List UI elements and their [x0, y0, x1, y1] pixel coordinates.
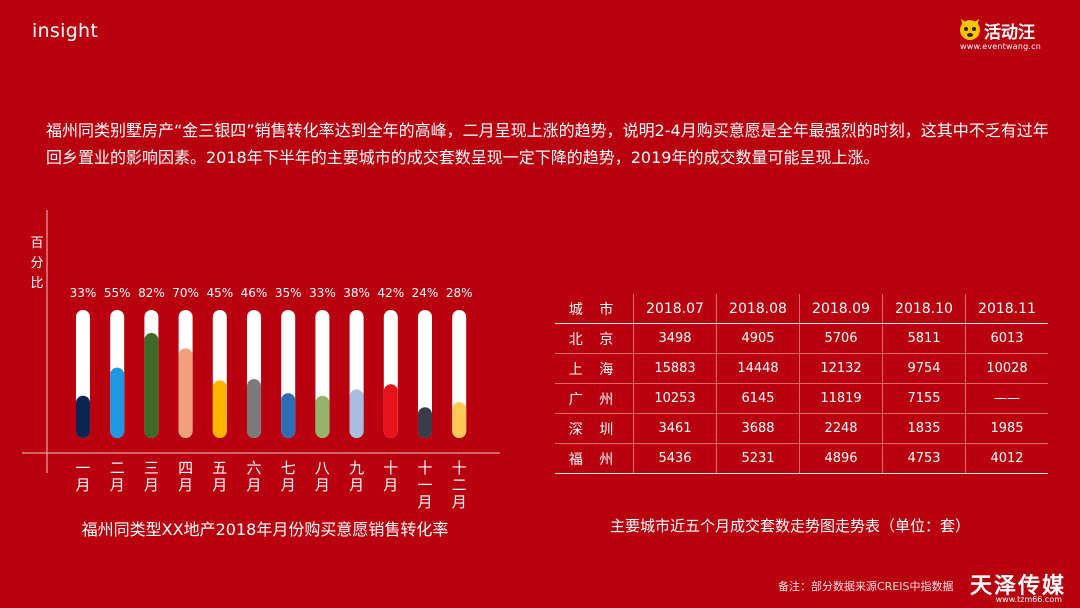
table-cell: —— — [965, 383, 1048, 414]
table-cell: 5811 — [882, 323, 966, 354]
x-tick-label: 二月 — [110, 459, 125, 494]
table-cell: 上 海 — [555, 353, 634, 384]
table-row: 深 圳 3461 3688 2248 1835 1985 — [555, 413, 1048, 444]
x-tick-label: 六月 — [246, 459, 261, 494]
footnote: 备注：部分数据来源CREIS中指数据 — [778, 580, 954, 593]
table-header-row: 城 市 2018.07 2018.08 2018.09 2018.10 2018.11 — [555, 294, 1048, 324]
bar — [76, 395, 90, 438]
table-cell: 4905 — [716, 323, 800, 354]
summary-paragraph: 福州同类别墅房产“金三银四”销售转化率达到全年的高峰，二月呈现上涨的趋势，说明2… — [46, 121, 1049, 167]
bar-value-label: 42% — [377, 286, 404, 300]
bar — [383, 384, 398, 438]
table-cell: 3461 — [633, 413, 717, 444]
table-cell: 1835 — [882, 413, 966, 444]
table-row: 上 海 15883 14448 12132 9754 10028 — [555, 353, 1048, 384]
bar — [144, 333, 159, 438]
x-tick-label: 十月 — [383, 459, 398, 494]
table-cell: 4012 — [965, 443, 1048, 474]
watermark: 天泽传媒 www.tzm66.com — [926, 568, 1066, 606]
brand-logo: 活动汪 www.eventwang.cn — [958, 14, 1058, 54]
x-tick-label: 三月 — [144, 459, 159, 494]
monthly-conversion-chart: 33% 一月 55% 二月 82% 三月 70% 四月 45% 五月 46% 六月 35% 七月 33% 八月… — [22, 210, 500, 511]
table-row: 福 州 5436 5231 4896 4753 4012 — [555, 443, 1048, 474]
table-cell: 2248 — [799, 413, 883, 444]
bar — [212, 380, 227, 438]
bar — [452, 402, 467, 438]
city-sales-table: 城 市 2018.07 2018.08 2018.09 2018.10 2018.11 北… — [555, 294, 1048, 474]
slide-label: insight — [32, 20, 99, 42]
table-header-cell: 2018.11 — [965, 294, 1048, 324]
table-cell: 9754 — [882, 353, 966, 384]
chart-ylabel: 百分比 — [30, 236, 44, 291]
table-header-cell: 2018.09 — [799, 294, 883, 324]
bar-value-label: 82% — [138, 286, 165, 300]
table-cell: 北 京 — [555, 323, 634, 354]
bar-track — [418, 310, 432, 438]
table-cell: 3688 — [716, 413, 800, 444]
table-cell: 6013 — [965, 323, 1048, 354]
table-cell: 5231 — [716, 443, 800, 474]
x-tick-label: 五月 — [212, 459, 227, 494]
bar-value-label: 24% — [412, 286, 439, 300]
table-cell: 5706 — [799, 323, 883, 354]
table-cell: 14448 — [716, 353, 800, 384]
dog-mascot-icon — [960, 19, 980, 40]
watermark-url: www.tzm66.com — [995, 595, 1062, 604]
x-tick-label: 九月 — [349, 459, 364, 494]
table-cell: 深 圳 — [555, 413, 634, 444]
table-header-cell: 2018.07 — [633, 294, 717, 324]
bar-value-label: 45% — [206, 286, 233, 300]
table-cell: 10253 — [633, 383, 717, 414]
bar-value-label: 35% — [275, 286, 302, 300]
bar — [418, 407, 432, 438]
x-tick-label: 八月 — [315, 459, 330, 494]
table-cell: 4896 — [799, 443, 883, 474]
table-cell: 4753 — [882, 443, 966, 474]
table-cell: 11819 — [799, 383, 883, 414]
table-cell: 5436 — [633, 443, 717, 474]
table-cell: 12132 — [799, 353, 883, 384]
table-cell: 6145 — [716, 383, 800, 414]
x-tick-label: 十二月 — [452, 459, 467, 511]
table-header-cell: 城 市 — [555, 294, 634, 324]
x-tick-label: 一月 — [75, 459, 90, 494]
bar — [110, 367, 125, 438]
table-cell: 1985 — [965, 413, 1048, 444]
x-tick-label: 七月 — [281, 459, 296, 494]
bar-value-label: 33% — [70, 286, 97, 300]
table-cell: 3498 — [633, 323, 717, 354]
table-row: 北 京 3498 4905 5706 5811 6013 — [555, 323, 1048, 354]
table-header-cell: 2018.08 — [716, 294, 800, 324]
bar-value-label: 33% — [309, 286, 336, 300]
bar — [349, 389, 364, 438]
bar — [315, 395, 330, 438]
bar — [281, 393, 296, 438]
watermark-name: 天泽传媒 — [969, 574, 1066, 599]
table-header-cell: 2018.10 — [882, 294, 966, 324]
table-cell: 7155 — [882, 383, 966, 414]
x-tick-label: 四月 — [178, 459, 193, 494]
logo-name: 活动汪 — [984, 23, 1035, 43]
bar-value-label: 55% — [104, 286, 131, 300]
table-caption: 主要城市近五个月成交套数走势图走势表（单位：套） — [609, 517, 970, 535]
bar — [178, 348, 193, 438]
table-cell: 广 州 — [555, 383, 634, 414]
chart-caption: 福州同类型XX地产2018年月份购买意愿销售转化率 — [81, 520, 449, 539]
x-tick-label: 十一月 — [417, 459, 432, 511]
logo-url: www.eventwang.cn — [960, 42, 1042, 51]
bar-value-label: 28% — [446, 286, 473, 300]
bar-value-label: 46% — [241, 286, 268, 300]
bar-value-label: 70% — [172, 286, 199, 300]
table-cell: 15883 — [633, 353, 717, 384]
table-cell: 10028 — [965, 353, 1048, 384]
table-cell: 福 州 — [555, 443, 634, 474]
bar — [247, 379, 261, 438]
bar-value-label: 38% — [343, 286, 370, 300]
table-row: 广 州 10253 6145 11819 7155 —— — [555, 383, 1048, 414]
